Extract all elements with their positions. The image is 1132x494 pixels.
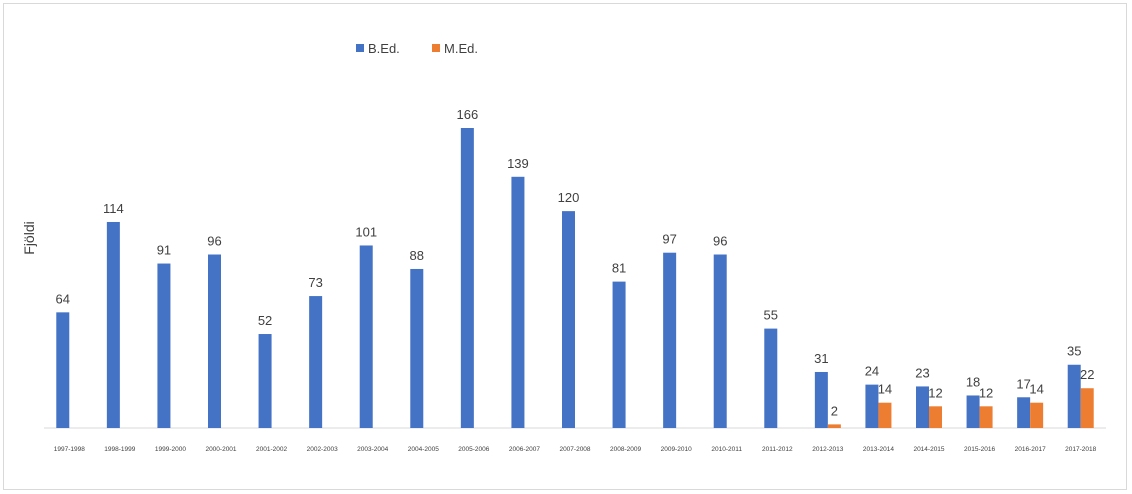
data-label: 22 (1080, 367, 1094, 382)
data-label: 12 (928, 385, 942, 400)
x-tick-label: 2003-2004 (357, 446, 388, 453)
bar-bed (56, 312, 69, 428)
legend-label: B.Ed. (368, 41, 400, 56)
bar-bed (157, 264, 170, 428)
data-label: 81 (612, 261, 626, 276)
bar-bed (916, 386, 929, 428)
bar-med (1030, 403, 1043, 428)
data-label: 14 (878, 382, 892, 397)
x-tick-label: 2006-2007 (509, 446, 540, 453)
bars (56, 128, 1093, 428)
data-label: 91 (157, 243, 171, 258)
x-tick-label: 2013-2014 (863, 446, 894, 453)
x-tick-label: 2004-2005 (408, 446, 439, 453)
legend-label: M.Ed. (444, 41, 478, 56)
x-tick-label: 1997-1998 (54, 446, 85, 453)
x-tick-label: 1998-1999 (104, 446, 135, 453)
x-tick-label: 2010-2011 (711, 446, 742, 453)
x-tick-label: 2001-2002 (256, 446, 287, 453)
bar-bed (815, 372, 828, 428)
data-label: 12 (979, 385, 993, 400)
legend-swatch (356, 44, 364, 52)
data-label: 73 (308, 275, 322, 290)
x-tick-label: 2017-2018 (1065, 446, 1096, 453)
bar-bed (562, 211, 575, 428)
x-tick-label: 2008-2009 (610, 446, 641, 453)
bar-bed (208, 255, 221, 428)
legend-swatch (432, 44, 440, 52)
bar-med (929, 406, 942, 428)
data-label: 101 (355, 224, 377, 239)
bar-bed (613, 282, 626, 428)
data-label: 120 (558, 190, 580, 205)
data-label: 14 (1029, 382, 1043, 397)
data-label: 96 (207, 234, 221, 249)
bar-bed (360, 245, 373, 428)
data-label: 139 (507, 156, 529, 171)
bar-med (980, 406, 993, 428)
data-label: 166 (457, 107, 479, 122)
data-label: 31 (814, 351, 828, 366)
bar-bed (410, 269, 423, 428)
y-axis-label: Fjöldi (21, 221, 37, 254)
bar-bed (764, 329, 777, 428)
bar-bed (309, 296, 322, 428)
bar-med (1081, 388, 1094, 428)
bar-bed (865, 385, 878, 428)
x-tick-labels: 1997-1998 1998-1999 1999-2000 2000-2001 2001… (54, 446, 1097, 453)
bar-bed (107, 222, 120, 428)
bar-bed (967, 395, 980, 428)
bar-med (878, 403, 891, 428)
x-tick-label: 2005-2006 (458, 446, 489, 453)
bar-bed (461, 128, 474, 428)
bar-bed (1017, 397, 1030, 428)
data-label: 24 (865, 364, 879, 379)
data-label: 23 (915, 365, 929, 380)
x-tick-label: 2000-2001 (205, 446, 236, 453)
bar-med (828, 424, 841, 428)
x-tick-label: 2002-2003 (307, 446, 338, 453)
data-label: 35 (1067, 344, 1081, 359)
bar-bed (663, 253, 676, 428)
data-label: 96 (713, 234, 727, 249)
data-label: 64 (56, 291, 70, 306)
legend: B.Ed. M.Ed. (356, 41, 478, 56)
data-label: 2 (831, 403, 838, 418)
x-tick-label: 2015-2016 (964, 446, 995, 453)
data-label: 97 (662, 232, 676, 247)
x-tick-label: 2011-2012 (762, 446, 793, 453)
data-label: 88 (410, 248, 424, 263)
bar-bed (1068, 365, 1081, 428)
data-label: 114 (103, 201, 124, 216)
bar-bed (714, 255, 727, 428)
x-tick-label: 2009-2010 (661, 446, 692, 453)
data-label: 52 (258, 313, 272, 328)
x-tick-label: 2012-2013 (812, 446, 843, 453)
x-tick-label: 2014-2015 (913, 446, 944, 453)
x-tick-label: 2007-2008 (559, 446, 590, 453)
data-label: 55 (764, 308, 778, 323)
bar-bed (511, 177, 524, 428)
bar-bed (259, 334, 272, 428)
x-tick-label: 1999-2000 (155, 446, 186, 453)
x-tick-label: 2016-2017 (1015, 446, 1046, 453)
